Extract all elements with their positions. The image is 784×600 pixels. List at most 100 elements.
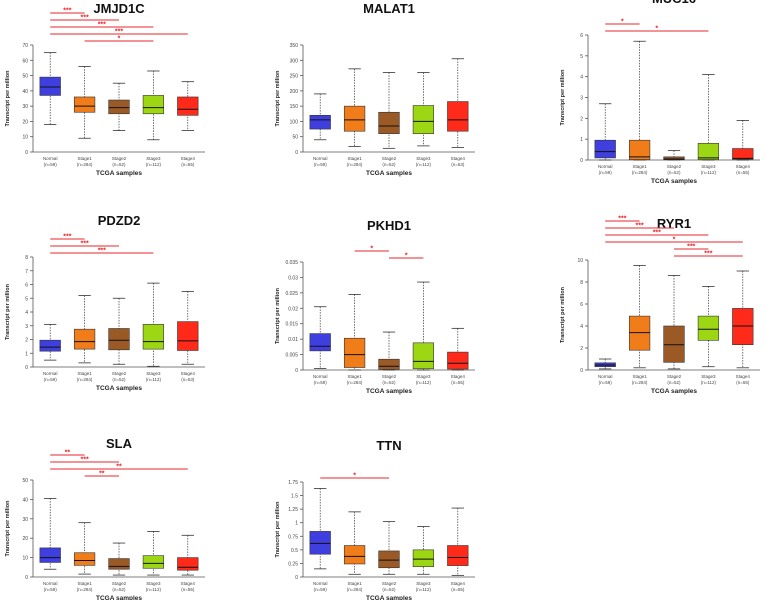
significance-label: *** <box>98 248 106 255</box>
y-tick-label: 1 <box>580 137 583 143</box>
y-tick-label: 2 <box>580 116 583 122</box>
box-stage2 <box>663 274 685 370</box>
y-tick-label: 3 <box>25 324 28 330</box>
y-tick-label: 100 <box>290 119 299 125</box>
x-tick-label: Stage4 <box>451 374 466 379</box>
iqr-box <box>73 96 96 113</box>
box-stage4 <box>447 327 469 371</box>
significance-label: * <box>655 26 658 33</box>
iqr-box <box>343 337 366 368</box>
iqr-box <box>309 333 331 352</box>
iqr-box <box>343 105 366 132</box>
y-tick-label: 8 <box>580 280 583 286</box>
iqr-box <box>447 545 469 566</box>
iqr-box <box>142 555 165 569</box>
box-normal <box>594 103 616 161</box>
panel-malat1: MALAT1 0 50 100 150 200 250 300 350 Transcript pe… <box>275 1 475 177</box>
n-label: (n=55) <box>451 587 465 592</box>
n-label: (n=52) <box>382 162 396 167</box>
x-tick-label: Normal <box>313 156 328 161</box>
iqr-box <box>663 156 685 161</box>
box-stage1 <box>73 522 96 575</box>
iqr-box <box>412 549 435 567</box>
iqr-box <box>73 328 96 350</box>
iqr-box <box>697 143 720 160</box>
box-stage4 <box>447 507 469 576</box>
box-stage4 <box>732 270 754 369</box>
x-tick-label: Stage2 <box>112 581 127 586</box>
iqr-box <box>732 148 754 160</box>
chart-title: MALAT1 <box>363 1 415 16</box>
iqr-box <box>108 328 130 351</box>
box-normal <box>309 93 331 141</box>
iqr-box <box>108 558 130 570</box>
y-tick-label: 10 <box>22 556 28 562</box>
n-label: (n=59) <box>314 587 328 592</box>
significance-label: * <box>405 253 408 260</box>
significance-label: *** <box>63 8 71 15</box>
y-axis-label: Transcript per million <box>560 69 566 126</box>
y-tick-label: 1 <box>25 351 28 357</box>
x-tick-label: Normal <box>43 156 58 161</box>
y-tick-label: 4 <box>25 310 28 316</box>
n-label: (n=112) <box>146 162 162 167</box>
x-tick-label: Stage1 <box>77 156 92 161</box>
box-normal <box>39 323 61 361</box>
x-tick-label: Stage3 <box>416 156 431 161</box>
x-tick-label: Normal <box>43 371 58 376</box>
significance-label: * <box>118 36 121 43</box>
x-axis-label: TCGA samples <box>366 170 412 177</box>
box-stage3 <box>697 285 720 368</box>
n-label: (n=55) <box>736 380 750 385</box>
n-label: (n=112) <box>146 377 162 382</box>
x-tick-label: Stage3 <box>146 371 161 376</box>
n-label: (n=112) <box>701 380 717 385</box>
x-tick-label: Stage2 <box>382 156 397 161</box>
y-tick-label: 0.02 <box>288 306 298 312</box>
iqr-box <box>343 545 366 565</box>
x-tick-label: Stage2 <box>382 374 397 379</box>
significance-label: *** <box>618 216 626 223</box>
x-tick-label: Stage3 <box>146 581 161 586</box>
y-tick-label: 60 <box>22 58 28 64</box>
y-tick-label: 6 <box>25 283 28 289</box>
significance-label: *** <box>653 230 661 237</box>
x-axis-label: TCGA samples <box>366 595 412 600</box>
y-tick-label: 300 <box>290 58 299 64</box>
n-label: (n=55) <box>451 380 465 385</box>
box-stage4 <box>177 81 199 132</box>
significance-label: * <box>353 473 356 480</box>
n-label: (n=52) <box>112 162 126 167</box>
chart-title: TTN <box>376 438 401 453</box>
x-axis-label: TCGA samples <box>651 388 697 395</box>
y-tick-label: 1.25 <box>288 507 298 513</box>
x-axis-label: TCGA samples <box>96 595 142 600</box>
x-tick-label: Normal <box>598 374 613 379</box>
y-axis-label: Transcript per million <box>275 501 281 558</box>
y-axis-label: Transcript per million <box>275 70 281 127</box>
box-stage1 <box>73 66 96 139</box>
box-stage4 <box>447 58 469 148</box>
y-tick-label: 4 <box>580 324 583 330</box>
x-axis-label: TCGA samples <box>96 170 142 177</box>
n-label: (n=52) <box>667 380 681 385</box>
n-label: (n=284) <box>77 587 93 592</box>
box-stage4 <box>177 534 199 576</box>
y-tick-label: 8 <box>25 255 28 261</box>
box-stage4 <box>177 290 199 365</box>
n-label: (n=59) <box>314 162 328 167</box>
x-tick-label: Stage3 <box>416 581 431 586</box>
n-label: (n=284) <box>77 162 93 167</box>
significance-label: * <box>621 19 624 26</box>
iqr-box <box>39 76 61 96</box>
y-tick-label: 0.75 <box>288 534 298 540</box>
x-tick-label: Stage1 <box>347 581 362 586</box>
y-tick-label: 50 <box>292 135 298 141</box>
significance-label: *** <box>81 241 89 248</box>
iqr-box <box>142 95 165 115</box>
x-tick-label: Stage4 <box>181 581 196 586</box>
panel-pkhd1: PKHD1 0 0.005 0.01 0.015 0.02 0.025 0.03 0.035 Tr… <box>275 218 475 395</box>
iqr-box <box>177 321 199 351</box>
x-tick-label: Stage1 <box>77 371 92 376</box>
iqr-box <box>447 351 469 370</box>
